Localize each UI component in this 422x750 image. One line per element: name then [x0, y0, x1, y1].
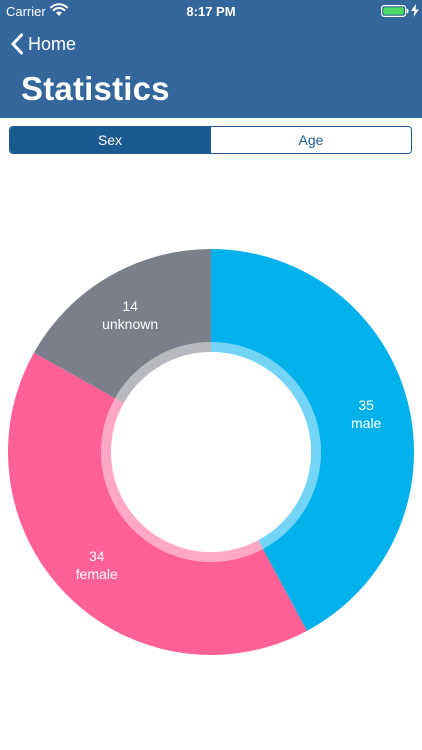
- slice-unknown[interactable]: [33, 249, 211, 399]
- carrier-label: Carrier: [6, 4, 46, 19]
- wifi-icon: [50, 3, 68, 16]
- back-button-label: Home: [28, 33, 77, 54]
- donut-hole: [111, 352, 311, 552]
- slice-halo-unknown: [115, 342, 211, 404]
- slice-halo-male: [211, 342, 322, 549]
- bolt-icon: [411, 4, 419, 17]
- slice-name-label-unknown: unknown: [102, 316, 158, 332]
- back-button[interactable]: Home: [10, 30, 76, 58]
- slice-female[interactable]: [7, 352, 307, 655]
- slice-value-label-unknown: 14: [122, 298, 138, 314]
- clock-time: 8:17 PM: [186, 4, 236, 19]
- tab-age[interactable]: Age: [210, 127, 411, 153]
- chevron-left-icon: [11, 33, 23, 55]
- battery-icon: [381, 5, 409, 17]
- slice-name-label-female: female: [76, 566, 118, 582]
- slice-halo-female: [100, 398, 263, 562]
- tab-sex[interactable]: Sex: [10, 127, 210, 153]
- slice-male[interactable]: [211, 249, 414, 631]
- segmented-control: Sex Age: [9, 126, 412, 154]
- slice-value-label-female: 34: [89, 548, 105, 564]
- donut-chart: 35 male 34 female 14 unknown: [7, 249, 414, 655]
- navigation-header: Carrier 8:17 PM Home Statistics: [0, 0, 422, 118]
- status-bar: Carrier 8:17 PM: [0, 0, 422, 22]
- slice-name-label-male: male: [351, 415, 382, 431]
- page-title: Statistics: [21, 70, 170, 107]
- slice-value-label-male: 35: [358, 397, 374, 413]
